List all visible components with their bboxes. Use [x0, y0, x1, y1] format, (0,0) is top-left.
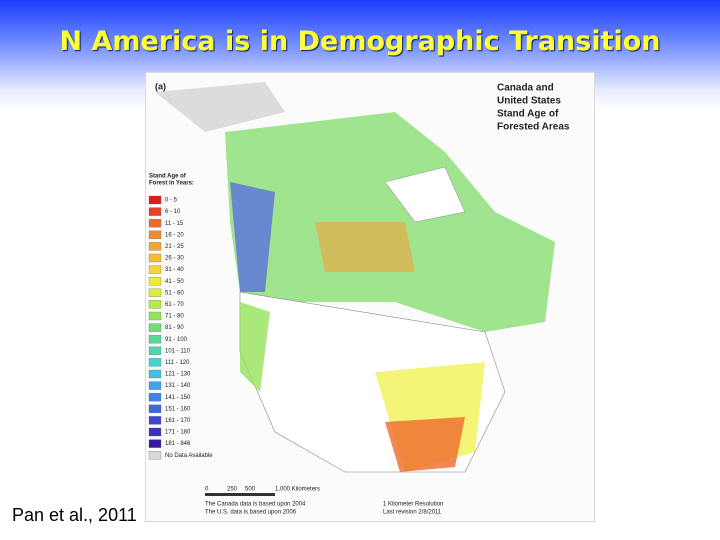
legend-swatch: [148, 195, 162, 205]
pacific-northwest-forest: [240, 302, 270, 392]
legend-title: Forest in Years:: [149, 181, 194, 187]
legend-swatch: [148, 242, 162, 251]
legend-label: 61 - 70: [165, 302, 184, 308]
map-title: Canada and: [497, 83, 554, 94]
legend-label: 161 - 170: [165, 418, 191, 424]
alaska-region: [155, 82, 285, 132]
legend-swatch: [148, 381, 162, 390]
legend-label: 121 - 130: [165, 372, 191, 378]
legend-swatch: [148, 393, 162, 402]
legend-swatch: [148, 404, 162, 413]
legend-swatch: [148, 451, 162, 460]
legend-label: 0 - 5: [165, 198, 178, 204]
legend-label: 16 - 20: [165, 232, 184, 238]
legend-swatch: [148, 369, 162, 379]
map-note: 1 Kilometer Resolution: [383, 502, 443, 508]
legend-label: 31 - 40: [165, 267, 184, 273]
map-note: Last revision 2/8/2011: [383, 510, 442, 516]
legend-swatch: [148, 219, 162, 228]
legend-label: 26 - 30: [165, 256, 184, 262]
legend-label: 111 - 120: [165, 360, 190, 366]
legend-label: 141 - 150: [165, 395, 191, 401]
map-title: Forested Areas: [497, 122, 570, 133]
scale-label: 500: [245, 487, 256, 493]
map-title: Stand Age of: [497, 109, 559, 120]
legend-label: 21 - 25: [165, 244, 184, 250]
legend-label: 151 - 160: [165, 406, 191, 412]
map-title: United States: [497, 96, 561, 107]
panel-label: (a): [155, 81, 166, 91]
legend-label: 71 - 80: [165, 314, 184, 320]
legend-swatch: [148, 346, 162, 355]
legend-label: 41 - 50: [165, 279, 184, 285]
legend-swatch: [148, 323, 162, 332]
legend-swatch: [148, 311, 162, 321]
legend-swatch: [148, 300, 162, 309]
legend-label: 131 - 140: [165, 383, 191, 389]
scale-label: 0: [205, 487, 209, 493]
legend-swatch: [148, 427, 162, 437]
map-note: The U.S. data is based upon 2006: [205, 510, 297, 516]
legend-swatch: [148, 230, 162, 239]
hudson-bay: [384, 166, 466, 223]
legend-label: 6 - 10: [165, 209, 181, 215]
legend-label: No Data Available: [165, 453, 213, 459]
scale-label: 250: [227, 487, 238, 493]
legend-label: 181 - 846: [165, 441, 191, 447]
legend-title: Stand Age of: [149, 174, 187, 180]
legend-swatch: [148, 288, 162, 297]
legend-swatch: [148, 416, 162, 425]
legend-swatch: [148, 277, 162, 286]
legend-label: 11 - 15: [165, 221, 184, 227]
legend-swatch: [148, 335, 162, 344]
map-note: The Canada data is based upon 2004: [205, 502, 306, 508]
scale-bar: [205, 493, 275, 496]
legend-swatch: [148, 265, 162, 274]
slide-title: N America is in Demographic Transition: [59, 26, 661, 57]
citation: Pan et al., 2011: [12, 505, 137, 525]
legend-label: 51 - 60: [165, 290, 184, 296]
legend-label: 171 - 180: [165, 430, 191, 436]
legend-label: 91 - 100: [165, 337, 188, 343]
legend-swatch: [148, 207, 162, 216]
southeast-forest: [385, 417, 465, 472]
legend-label: 101 - 110: [165, 348, 191, 354]
scale-label: 1,000 Kilometers: [275, 487, 320, 493]
west-coast-forest: [230, 182, 275, 292]
boreal-disturbed: [315, 222, 415, 272]
legend-label: 81 - 90: [165, 325, 184, 331]
legend-swatch: [148, 253, 162, 263]
legend-swatch: [148, 358, 162, 367]
legend-swatch: [148, 439, 162, 448]
